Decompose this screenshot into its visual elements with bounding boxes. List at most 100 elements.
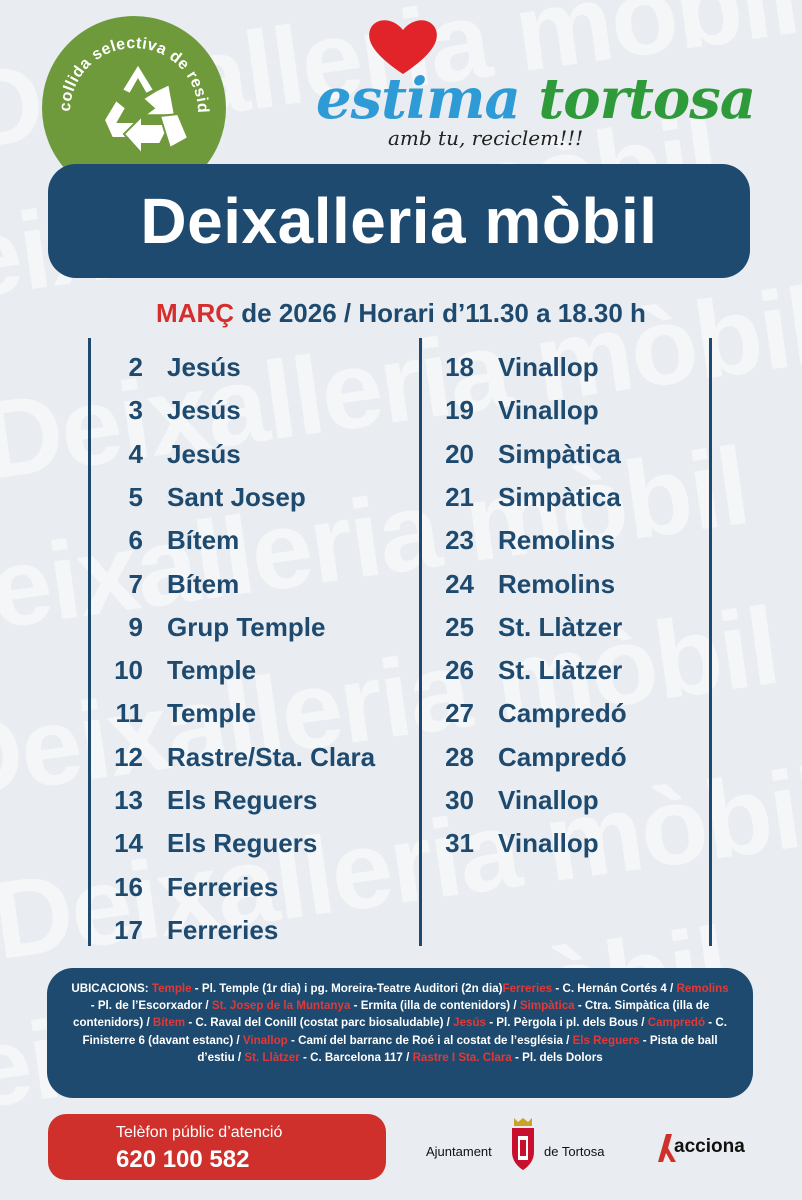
schedule-row: 25 St. Llàtzer — [422, 612, 622, 652]
schedule-row: 5 Sant Josep — [91, 482, 306, 522]
title-banner: Deixalleria mòbil — [48, 164, 750, 278]
location-area: St. Josep de la Muntanya — [211, 999, 351, 1013]
schedule-row: 27 Campredó — [422, 698, 627, 738]
schedule-day: 3 — [128, 395, 143, 426]
schedule-place: Bítem — [167, 525, 240, 556]
location-area: St. Llàtzer — [244, 1050, 300, 1064]
schedule-place: Jesús — [167, 395, 241, 426]
schedule-day: 30 — [445, 785, 474, 815]
schedule-day: 24 — [445, 568, 474, 599]
schedule-place: Vinallop — [498, 395, 599, 426]
schedule-day: 28 — [445, 741, 474, 772]
schedule-day: 19 — [445, 395, 474, 426]
location-area: Vinallop — [242, 1033, 288, 1047]
location-address: - Pl. Pèrgola i pl. dels Bous / — [486, 1016, 648, 1030]
schedule-row: 18 Vinallop — [422, 352, 599, 392]
schedule-row: 28 Campredó — [422, 742, 627, 782]
schedule-row: 21 Simpàtica — [422, 482, 621, 522]
location-area: Jesús — [453, 1016, 486, 1030]
schedule-day: 9 — [128, 611, 143, 642]
town-crest-icon — [512, 1118, 534, 1170]
schedule-place: Campredó — [498, 698, 627, 729]
brand-slogan: amb tu, reciclem!!! — [388, 126, 584, 150]
schedule-place: Remolins — [498, 568, 616, 599]
locations-box: UBICACIONS: Temple - Pl. Temple (1r dia)… — [47, 968, 753, 1098]
schedule-row: 16 Ferreries — [91, 872, 278, 912]
location-address: - Pl. dels Dolors — [511, 1050, 603, 1064]
schedule-place: Jesús — [167, 438, 241, 469]
schedule-day: 31 — [445, 828, 474, 859]
schedule-row: 17 Ferreries — [91, 915, 278, 955]
location-address: - C. Barcelona 117 / — [299, 1050, 413, 1064]
schedule-row: 24 Remolins — [422, 569, 615, 609]
schedule-place: Remolins — [498, 525, 616, 556]
schedule-row: 11 Temple — [91, 698, 257, 738]
location-address: - Pl. Temple (1r dia) i pg. Moreira-Teat… — [191, 982, 503, 995]
schedule-place: St. Llàtzer — [498, 611, 623, 642]
schedule-place: Simpàtica — [498, 438, 621, 469]
schedule-place: Vinallop — [498, 785, 599, 815]
schedule-day: 26 — [445, 655, 474, 686]
location-area: Temple — [151, 982, 192, 995]
schedule-day: 5 — [128, 481, 143, 512]
location-area: Rastre I Sta. Clara — [412, 1050, 512, 1064]
schedule-day: 25 — [445, 611, 474, 642]
schedule-place: Ferreries — [167, 914, 279, 945]
location-area: Bítem — [152, 1016, 186, 1030]
schedule-day: 13 — [114, 785, 143, 815]
location-address: - Camí del barranc de Roé i al costat de… — [287, 1033, 573, 1047]
schedule-place: Grup Temple — [167, 611, 326, 642]
location-area: Campredó — [647, 1016, 706, 1030]
schedule-day: 4 — [128, 438, 143, 469]
recycle-logo-text: Recollida selectiva de residus — [42, 16, 211, 114]
phone-box: Telèfon públic d’atenció 620 100 582 — [48, 1114, 386, 1180]
brand-word-tortosa: tortosa — [538, 66, 756, 132]
phone-number[interactable]: 620 100 582 — [116, 1146, 250, 1173]
schedule-place: Vinallop — [498, 352, 599, 382]
schedule-place: Bítem — [167, 568, 240, 599]
locations-label: UBICACIONS: — [71, 982, 152, 995]
schedule-day: 2 — [128, 352, 143, 382]
location-area: Simpàtica — [519, 999, 575, 1013]
recycle-icon: Recollida selectiva de residus — [42, 16, 211, 157]
page-title: Deixalleria mòbil — [140, 185, 658, 257]
schedule-day: 18 — [445, 352, 474, 382]
brand-word-estima: estima — [316, 66, 521, 132]
schedule-column-left: 2 Jesús 3 Jesús 4 Jesús 5 Sant Josep 6 Bítem 7 Bíte… — [88, 338, 422, 946]
schedule-day: 23 — [445, 525, 474, 556]
schedule-place: St. Llàtzer — [498, 655, 623, 686]
schedule-place: Rastre/Sta. Clara — [167, 741, 376, 772]
schedule-day: 16 — [114, 871, 143, 902]
location-address: - Pista de ball d’estiu / — [197, 1033, 718, 1064]
schedule-row: 4 Jesús — [91, 439, 241, 479]
location-area: Els Reguers — [572, 1033, 640, 1047]
schedule-row: 10 Temple — [91, 655, 256, 695]
schedule-place: Temple — [167, 698, 257, 729]
schedule-row: 14 Els Reguers — [91, 828, 317, 868]
schedule-row: 7 Bítem — [91, 568, 240, 609]
ajuntament-town: de Tortosa — [544, 1144, 605, 1159]
schedule-place: Simpàtica — [498, 481, 621, 512]
schedule-row: 23 Remolins — [422, 525, 615, 565]
schedule-row: 19 Vinallop — [422, 395, 599, 435]
schedule-row: 6 Bítem — [91, 525, 240, 565]
phone-label: Telèfon públic d’atenció — [116, 1124, 283, 1141]
ajuntament-logo: Ajuntament de Tortosa — [422, 1116, 618, 1176]
schedule-day: 10 — [114, 655, 143, 686]
location-address: - C. Raval del Conill (costat parc biosa… — [185, 1016, 454, 1030]
schedule-place: Ferreries — [167, 871, 279, 902]
schedule-row: 13 Els Reguers — [91, 785, 317, 825]
month-label: MARÇ — [156, 298, 235, 328]
schedule-place: Jesús — [167, 352, 241, 382]
schedule-place: Vinallop — [498, 828, 599, 859]
schedule-subheading: MARÇ de 2026 / Horari d’11.30 a 18.30 h — [0, 298, 802, 329]
schedule-day: 17 — [114, 914, 143, 945]
location-area: Ferreries — [502, 982, 553, 995]
schedule-place: Els Reguers — [167, 785, 318, 815]
acciona-text: acciona — [674, 1136, 745, 1157]
ajuntament-label: Ajuntament — [426, 1144, 492, 1159]
schedule-place: Temple — [167, 655, 257, 686]
location-address: - C. Finisterre 6 (davant estanc) / — [82, 1016, 727, 1047]
schedule-row: 3 Jesús — [91, 395, 241, 435]
schedule-row: 12 Rastre/Sta. Clara — [91, 742, 375, 782]
